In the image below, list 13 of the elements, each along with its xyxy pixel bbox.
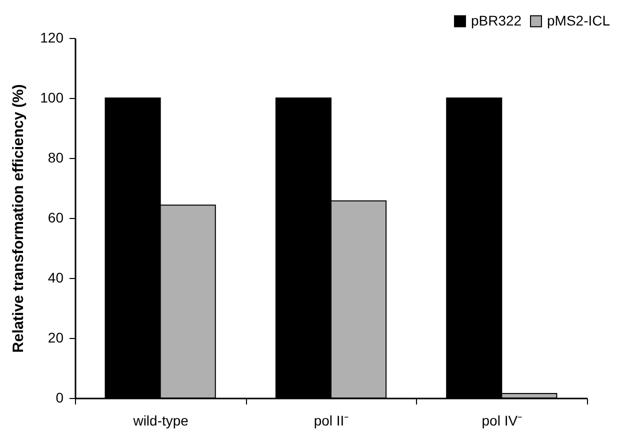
y-tick-label: 40 bbox=[48, 270, 64, 286]
y-tick-label: 60 bbox=[48, 210, 64, 226]
y-axis-title: Relative transformation efficiency (%) bbox=[10, 84, 28, 353]
x-tick-label: wild-type bbox=[132, 412, 189, 428]
y-tick-label: 20 bbox=[48, 330, 64, 346]
legend-label: pBR322 bbox=[471, 12, 522, 28]
y-tick-label: 100 bbox=[40, 90, 64, 106]
legend-label: pMS2-ICL bbox=[547, 12, 610, 28]
x-tick-label: pol IV⁻ bbox=[482, 412, 523, 428]
y-tick-label: 120 bbox=[40, 30, 64, 46]
y-tick-label: 80 bbox=[48, 150, 64, 166]
y-tick-label: 0 bbox=[56, 390, 64, 406]
x-tick-label: pol II⁻ bbox=[314, 412, 350, 428]
